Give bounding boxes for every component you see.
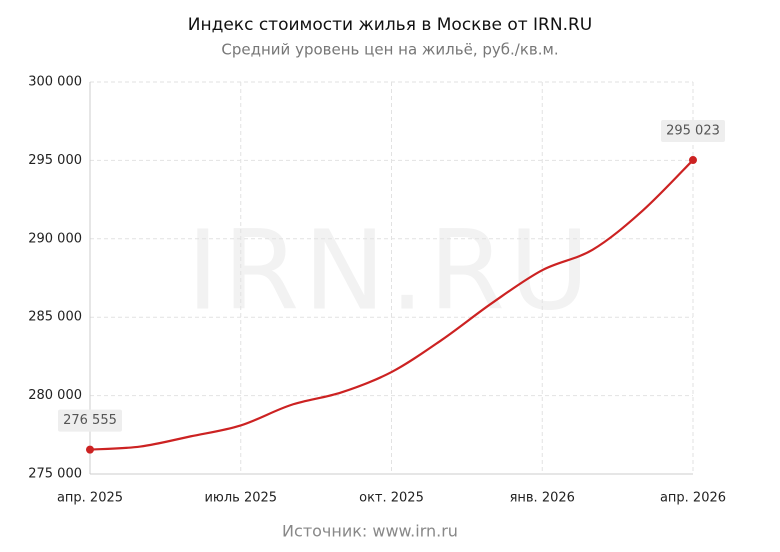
- x-tick-label: апр. 2026: [660, 491, 726, 506]
- x-tick-label: апр. 2025: [57, 491, 123, 506]
- line: [89, 159, 694, 451]
- y-tick-label: 280 000: [28, 388, 82, 403]
- source: Источник: www.irn.ru: [282, 522, 458, 541]
- label-box: [58, 409, 122, 432]
- watermark: IRN.RU: [186, 206, 593, 334]
- data-label: 276 555: [63, 413, 117, 428]
- point: [86, 445, 94, 454]
- x-tick-label: июль 2025: [204, 491, 277, 506]
- y-tick-label: 295 000: [28, 153, 82, 168]
- y-tick-label: 300 000: [28, 75, 82, 90]
- point: [689, 156, 697, 165]
- y-tick-label: 285 000: [28, 310, 82, 325]
- y-tick-label: 275 000: [28, 467, 82, 482]
- x-tick-label: окт. 2025: [359, 491, 424, 506]
- data-label: 295 023: [666, 124, 720, 139]
- y-tick-label: 290 000: [28, 231, 82, 246]
- chart-title: Индекс стоимости жилья в Москве от IRN.R…: [188, 15, 592, 35]
- chart-subtitle: Средний уровень цен на жильё, руб./кв.м.: [221, 41, 558, 59]
- x-tick-label: янв. 2026: [510, 491, 575, 506]
- label-box: [661, 120, 725, 143]
